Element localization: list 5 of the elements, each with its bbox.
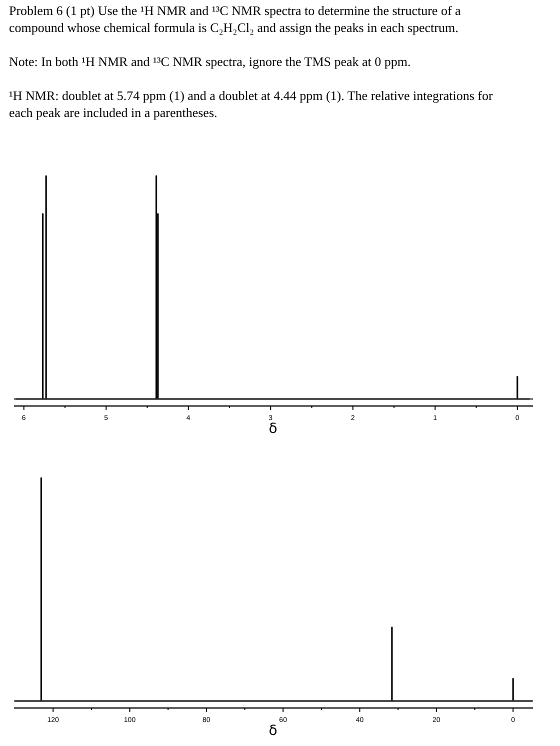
text: Note: In both ¹H NMR and ¹³C NMR spectra, ignore the TMS peak at 0 ppm. (9, 53, 412, 70)
chart-title: Problem 6 (1 pt) Use the ¹H NMR and ¹³C NMR spectra to determine the structure of a compound whose chemical formula is C₂H₂Cl₂ and assign the peaks in each spectrum. (9, 2, 462, 36)
x-axis-title: δ (268, 421, 278, 437)
x-axis-title: δ (268, 723, 278, 739)
text: ¹H NMR: doublet at 5.74 ppm (1) and a doublet at 4.44 ppm (1). The relative integrations for each peak are included in a parentheses. (9, 87, 494, 121)
